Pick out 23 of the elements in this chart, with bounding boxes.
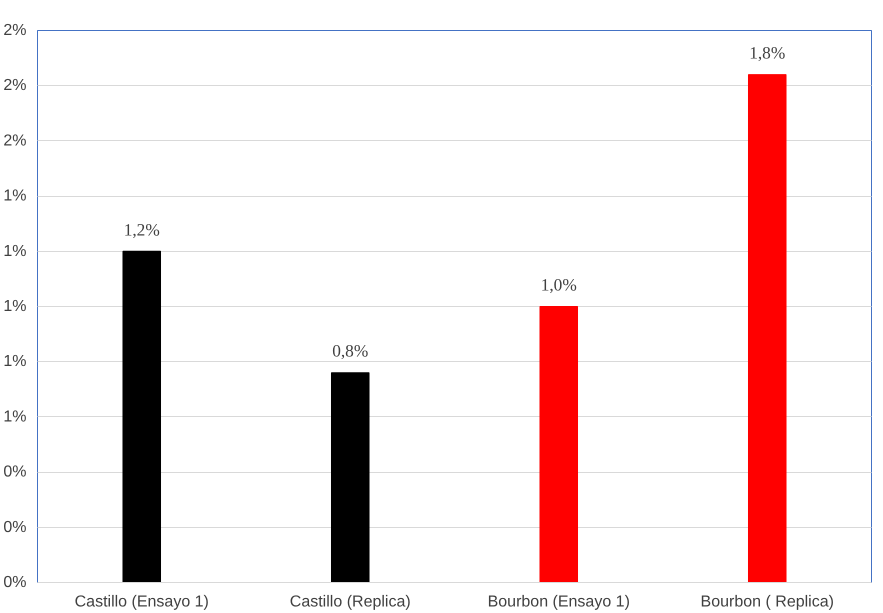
y-tick-label: 0% bbox=[3, 518, 26, 536]
x-tick-label: Bourbon ( Replica) bbox=[700, 594, 834, 610]
bar bbox=[330, 372, 370, 582]
data-label: 1,8% bbox=[749, 44, 786, 63]
x-tick-label: Castillo (Ensayo 1) bbox=[74, 594, 209, 610]
y-tick-label: 0% bbox=[3, 464, 26, 481]
y-tick-label: 1% bbox=[3, 353, 26, 370]
y-tick-label: 1% bbox=[3, 188, 26, 205]
data-label: 1,0% bbox=[540, 276, 577, 294]
bar bbox=[748, 74, 787, 582]
bar bbox=[539, 306, 578, 582]
data-label: 1,2% bbox=[124, 220, 160, 240]
x-tick-label: Bourbon (Ensayo 1) bbox=[488, 594, 630, 610]
y-tick-label: 1% bbox=[3, 408, 26, 426]
y-tick-label: 0% bbox=[3, 574, 26, 591]
y-tick-label: 1% bbox=[3, 242, 26, 260]
y-tick-label: 1% bbox=[3, 298, 26, 315]
data-label: 0,8% bbox=[332, 342, 368, 361]
y-tick-label: 2% bbox=[3, 77, 26, 94]
bar bbox=[122, 250, 162, 582]
y-tick-label: 2% bbox=[3, 132, 26, 150]
x-tick-label: Castillo (Replica) bbox=[290, 594, 411, 610]
y-tick-label: 2% bbox=[3, 22, 26, 39]
